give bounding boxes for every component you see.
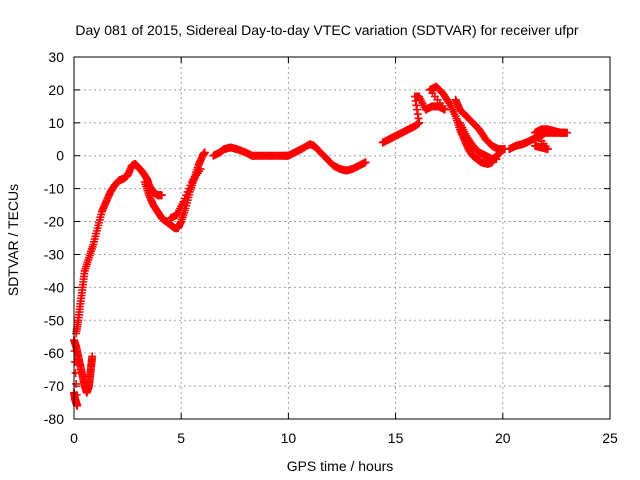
data-point	[72, 379, 81, 388]
series-afternoon	[378, 82, 509, 168]
y-tick-label: -30	[44, 246, 64, 262]
y-tick-label: 20	[48, 82, 64, 98]
x-tick-label: 20	[495, 430, 511, 446]
x-tick-label: 25	[602, 430, 618, 446]
y-tick-label: 30	[48, 49, 64, 65]
y-tick-label: -60	[44, 345, 64, 361]
data-point	[492, 155, 501, 164]
y-tick-label: 10	[48, 115, 64, 131]
data-point	[88, 352, 97, 361]
y-tick-label: -50	[44, 312, 64, 328]
y-tick-label: -20	[44, 214, 64, 230]
y-axis-label: SDTVAR / TECUs	[5, 184, 21, 296]
data-point	[196, 164, 205, 173]
y-tick-label: -10	[44, 181, 64, 197]
data-point	[157, 191, 166, 200]
series-dip	[140, 148, 209, 233]
x-tick-label: 10	[281, 430, 297, 446]
series-morning-rise	[72, 159, 166, 338]
data-point	[200, 148, 209, 157]
data-point	[563, 128, 572, 137]
data-point	[73, 401, 82, 410]
x-tick-label: 5	[177, 430, 185, 446]
y-tick-label: -40	[44, 279, 64, 295]
series-evening	[505, 125, 572, 154]
data-point	[361, 158, 370, 167]
y-tick-label: -80	[44, 411, 64, 427]
grid	[74, 57, 610, 419]
y-tick-label: -70	[44, 378, 64, 394]
y-tick-label: 0	[56, 148, 64, 164]
chart-title: Day 081 of 2015, Sidereal Day-to-day VTE…	[75, 22, 579, 38]
x-tick-label: 0	[70, 430, 78, 446]
x-axis-label: GPS time / hours	[287, 458, 394, 474]
axis-ticks: 0 5 10 15 20 25 30 20 10 0 -10 -20 -30 -40 -50 -60 -70 -8…	[44, 49, 618, 446]
data-points	[70, 82, 572, 410]
x-tick-label: 15	[388, 430, 404, 446]
series-midday	[209, 140, 370, 175]
plot-frame	[73, 56, 611, 420]
